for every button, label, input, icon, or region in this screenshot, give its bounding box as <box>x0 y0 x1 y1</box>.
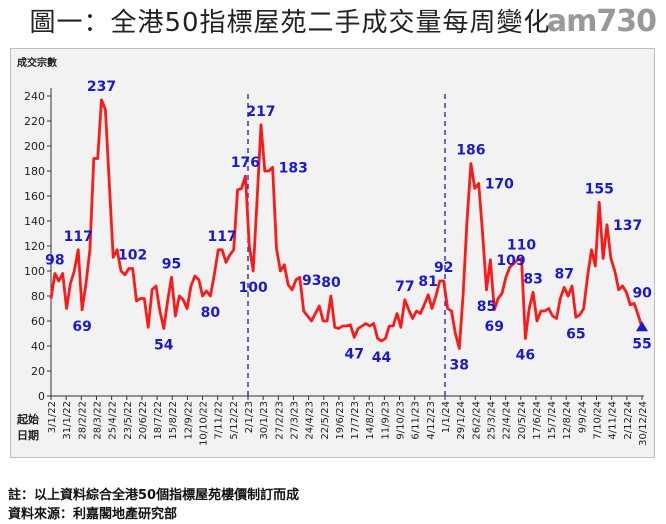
x-tick-label: 27/3/23 <box>289 401 300 440</box>
x-tick-label: 20/6/22 <box>138 401 149 440</box>
data-label: 217 <box>246 104 275 120</box>
x-tick-label: 12/8/24 <box>562 401 573 440</box>
data-label: 155 <box>585 181 614 197</box>
data-label: 44 <box>372 350 392 366</box>
x-tick-label: 15/7/24 <box>547 401 558 440</box>
x-tick-label: 12/9/22 <box>183 401 194 440</box>
data-label: 137 <box>613 218 642 234</box>
x-tick-label: 28/2/22 <box>77 401 88 440</box>
data-label: 109 <box>496 253 525 269</box>
data-label: 100 <box>239 280 268 296</box>
x-tick-label: 28/3/22 <box>92 401 103 440</box>
brand-logo: am730 <box>546 4 657 39</box>
data-label: 46 <box>516 348 535 364</box>
data-label: 90 <box>632 285 652 301</box>
x-tick-label: 22/4/24 <box>502 401 513 440</box>
data-label: 237 <box>87 79 116 95</box>
x-tick-label: 11/9/23 <box>380 401 391 440</box>
y-tick-label: 160 <box>24 190 45 203</box>
y-tick-label: 40 <box>31 340 45 353</box>
x-tick-label: 15/8/22 <box>168 401 179 440</box>
data-label: 81 <box>418 274 437 290</box>
data-label: 102 <box>118 248 147 264</box>
x-tick-label: 30/1/23 <box>259 401 270 440</box>
y-tick-label: 20 <box>31 365 45 378</box>
data-label: 87 <box>554 266 573 282</box>
x-tick-label: 24/4/23 <box>305 401 316 440</box>
x-tick-label: 1/1/24 <box>441 401 452 433</box>
y-axis-label: 成交宗數 <box>17 56 57 69</box>
y-tick-label: 220 <box>24 115 45 128</box>
y-tick-label: 80 <box>31 290 45 303</box>
x-tick-label: 4/12/23 <box>426 401 437 440</box>
x-tick-label: 30/12/24 <box>638 401 649 446</box>
x-tick-label: 25/3/24 <box>486 401 497 440</box>
y-tick-label: 140 <box>24 215 45 228</box>
line-chart: 成交宗數 0 20 40 60 80 100 120 140 160 180 200 220 240 3… <box>16 56 652 446</box>
x-tick-label: 4/11/24 <box>608 401 619 440</box>
x-tick-label: 2/12/24 <box>623 401 634 440</box>
x-tick-label: 9/10/23 <box>396 401 407 440</box>
data-label: 47 <box>345 346 364 362</box>
y-tick-label: 100 <box>24 265 45 278</box>
source-note: 資料來源：利嘉閣地產研究部 <box>8 507 178 522</box>
footnote: 註：以上資料綜合全港50個指標屋苑樓價制訂而成 <box>8 488 300 503</box>
x-axis-label: 起始 日期 <box>16 412 43 442</box>
y-tick-label: 120 <box>24 240 45 253</box>
x-tick-label: 9/9/24 <box>577 401 588 433</box>
series-line <box>49 98 644 350</box>
chart-panel: 成交宗數 0 20 40 60 80 100 120 140 160 180 200 220 240 3… <box>10 48 655 458</box>
data-label: 85 <box>477 299 496 315</box>
data-label: 110 <box>507 238 536 254</box>
y-tick-label: 180 <box>24 165 45 178</box>
data-label: 65 <box>566 326 585 342</box>
chart-title: 圖一：全港50指標屋苑二手成交量每周變化 <box>29 8 551 38</box>
data-label: 80 <box>201 305 221 321</box>
data-label: 176 <box>231 155 260 171</box>
data-label: 83 <box>523 271 542 287</box>
x-tick-label: 22/5/23 <box>320 401 331 440</box>
x-tick-label: 29/1/24 <box>456 401 467 440</box>
x-tick-label: 3/1/22 <box>47 401 58 433</box>
data-label: 80 <box>321 275 341 291</box>
y-tick-label: 200 <box>24 140 45 153</box>
x-tick-label: 26/2/24 <box>471 401 482 440</box>
x-tick-label: 17/6/24 <box>532 401 543 440</box>
x-tick-label: 2/1/23 <box>244 401 255 433</box>
x-tick-label: 5/12/22 <box>229 401 240 440</box>
x-tick-label: 14/8/23 <box>365 401 376 440</box>
data-label: 170 <box>485 177 514 193</box>
data-label: 69 <box>485 319 504 335</box>
x-tick-label: 18/7/22 <box>153 401 164 440</box>
x-tick-label: 7/10/24 <box>593 401 604 440</box>
x-tick-label: 27/2/23 <box>274 401 285 440</box>
data-label: 183 <box>279 160 308 176</box>
data-label: 77 <box>395 279 414 295</box>
last-point-marker <box>636 321 648 332</box>
data-label: 98 <box>45 253 64 269</box>
data-label: 92 <box>434 260 453 276</box>
data-label: 95 <box>162 256 181 272</box>
data-label: 117 <box>207 229 236 245</box>
x-tick-label: 20/5/24 <box>517 401 528 440</box>
x-tick-label: 25/4/22 <box>108 401 119 440</box>
x-tick-label: 23/5/22 <box>123 401 134 440</box>
data-label: 69 <box>72 319 91 335</box>
x-tick-label: 19/6/23 <box>335 401 346 440</box>
data-label: 55 <box>632 336 651 352</box>
y-tick-label: 0 <box>38 390 45 403</box>
data-label: 38 <box>450 358 469 374</box>
data-label: 93 <box>302 273 321 289</box>
x-tick-label: 10/10/22 <box>199 401 210 446</box>
x-tick-label: 31/1/22 <box>62 401 73 440</box>
x-tick-label: 17/7/23 <box>350 401 361 440</box>
data-label: 54 <box>154 338 174 354</box>
y-tick-label: 60 <box>31 315 45 328</box>
data-label: 186 <box>456 143 485 159</box>
data-label: 117 <box>64 229 93 245</box>
x-tick-label: 7/11/22 <box>214 401 225 440</box>
y-tick-label: 240 <box>24 90 45 103</box>
x-tick-label: 6/11/23 <box>411 401 422 440</box>
